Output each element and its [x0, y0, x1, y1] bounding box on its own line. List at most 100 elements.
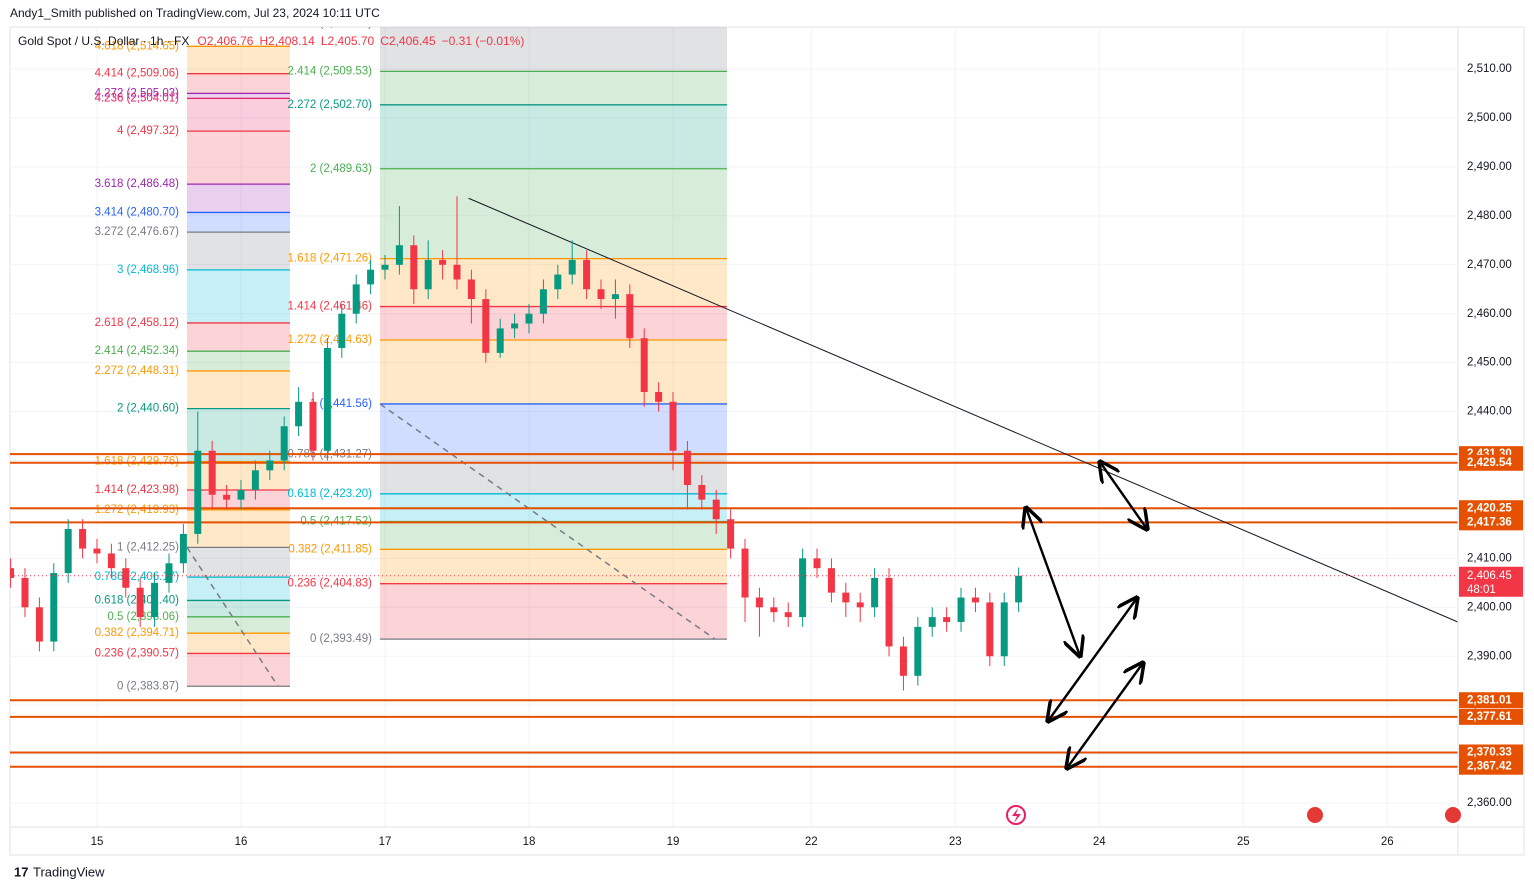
price-label: 2,377.61	[1467, 711, 1512, 723]
candle-body	[50, 573, 58, 642]
candle-body	[223, 494, 231, 500]
candle-body	[626, 294, 634, 339]
fib-label: 3 (2,468.96)	[117, 264, 179, 276]
x-tick-label: 15	[91, 836, 104, 848]
axes: 2,360.002,370.002,380.002,390.002,400.00…	[91, 63, 1523, 848]
fib-band	[186, 370, 290, 409]
fib-band	[186, 131, 290, 185]
fib-band	[379, 71, 728, 105]
fib-band	[186, 269, 290, 323]
candle-body	[496, 328, 504, 353]
fib-trend	[186, 546, 279, 687]
fib-band	[379, 340, 728, 404]
candle-body	[295, 401, 303, 427]
fib-trend	[379, 403, 716, 640]
fib-label: 4.414 (2,509.06)	[95, 68, 180, 80]
fib-band	[186, 46, 290, 74]
candle-body	[136, 587, 144, 618]
event-icon[interactable]	[1305, 805, 1325, 825]
candle-body	[683, 450, 691, 485]
ohlc-value: L2,405.70	[321, 34, 375, 48]
y-tick-label: 2,390.00	[1467, 650, 1512, 662]
y-tick-label: 2,360.00	[1467, 797, 1512, 809]
ohlc-value: C2,406.45	[380, 34, 436, 48]
candle-body	[151, 582, 159, 618]
fib-band	[379, 583, 728, 640]
candle-body	[208, 450, 216, 495]
publisher-header: Andy1_Smith published on TradingView.com…	[10, 6, 380, 20]
x-tick-label: 22	[805, 836, 818, 848]
fib-label: 2.414 (2,452.34)	[95, 345, 180, 357]
fib-label: 2.272 (2,502.70)	[288, 99, 373, 111]
fib-label: 0.618 (2,423.20)	[288, 488, 373, 500]
candle-body	[554, 274, 562, 290]
fib-label: 2.272 (2,448.31)	[95, 365, 180, 377]
fib-label: 2.414 (2,509.53)	[288, 65, 373, 77]
fib-label: 1.618 (2,471.26)	[288, 253, 373, 265]
candle-body	[698, 484, 706, 500]
candle-body	[986, 602, 994, 657]
candle-body	[122, 568, 130, 588]
plot-area: 4.618 (2,514.65) 4.414 (2,509.06) 4.272 (2…	[10, 27, 1458, 827]
candle-body	[971, 597, 979, 603]
candle-body	[280, 426, 288, 461]
arrows	[1026, 462, 1147, 768]
y-tick-label: 2,470.00	[1467, 259, 1512, 271]
price-label-bg	[1459, 744, 1523, 761]
candle-body	[266, 460, 274, 471]
fib-band	[186, 653, 290, 687]
countdown-label: 48:01	[1467, 584, 1496, 596]
candle-body	[525, 313, 533, 324]
candle-body	[799, 558, 807, 618]
price-label-bg	[1459, 758, 1523, 775]
fib-band	[379, 27, 728, 72]
fib-band	[186, 600, 290, 617]
fib-label: 1.272 (2,454.63)	[288, 334, 373, 346]
y-tick-label: 2,500.00	[1467, 112, 1512, 124]
x-tick-label: 18	[523, 836, 536, 848]
fib-band	[379, 306, 728, 341]
candle-body	[251, 470, 259, 490]
arrow	[1100, 462, 1147, 529]
x-tick-label: 16	[235, 836, 248, 848]
candle-body	[928, 617, 936, 627]
fib-label: 2.618 (2,458.12)	[95, 317, 180, 329]
price-label-bg	[1459, 454, 1523, 471]
candle-body	[583, 259, 591, 290]
candle-body	[467, 279, 475, 300]
candle-body	[640, 338, 648, 393]
fib-band	[379, 403, 728, 455]
candle-body	[943, 617, 951, 622]
candle-body	[35, 607, 43, 642]
ohlc-value: H2,408.14	[259, 34, 315, 48]
candle-body	[179, 533, 187, 564]
candle-body	[611, 294, 619, 300]
fib-band	[379, 168, 728, 259]
fib-label: 0 (2,393.49)	[310, 633, 372, 645]
fib-label: 4.236 (2,504.01)	[95, 92, 180, 104]
event-icon	[1012, 808, 1021, 823]
fib-label: 1.618 (2,429.76)	[95, 456, 180, 468]
fib-band	[379, 549, 728, 584]
price-label: 2,429.54	[1467, 457, 1512, 469]
candle-body	[770, 607, 778, 613]
y-tick-label: 2,440.00	[1467, 406, 1512, 418]
price-label-bg	[1459, 514, 1523, 531]
candle-body	[827, 568, 835, 593]
fib-label: 0.382 (2,394.71)	[95, 627, 180, 639]
fib-label: 2 (2,440.60)	[117, 403, 179, 415]
candle-body	[352, 284, 360, 314]
candle-body	[107, 553, 115, 569]
price-label-bg	[1459, 500, 1523, 517]
candle-body	[367, 269, 375, 285]
fib-band	[186, 212, 290, 233]
candle-body	[424, 259, 432, 290]
fib-band	[186, 633, 290, 654]
candle-body	[1000, 602, 1008, 657]
event-icon[interactable]	[1443, 805, 1463, 825]
ohlc-legend: O2,406.76 H2,408.14 L2,405.70 C2,406.45 −0.3…	[197, 34, 524, 48]
candle-body	[79, 529, 87, 549]
candle-body	[309, 401, 317, 451]
current-price-label: 2,406.45	[1467, 570, 1512, 582]
x-tick-label: 24	[1093, 836, 1106, 848]
